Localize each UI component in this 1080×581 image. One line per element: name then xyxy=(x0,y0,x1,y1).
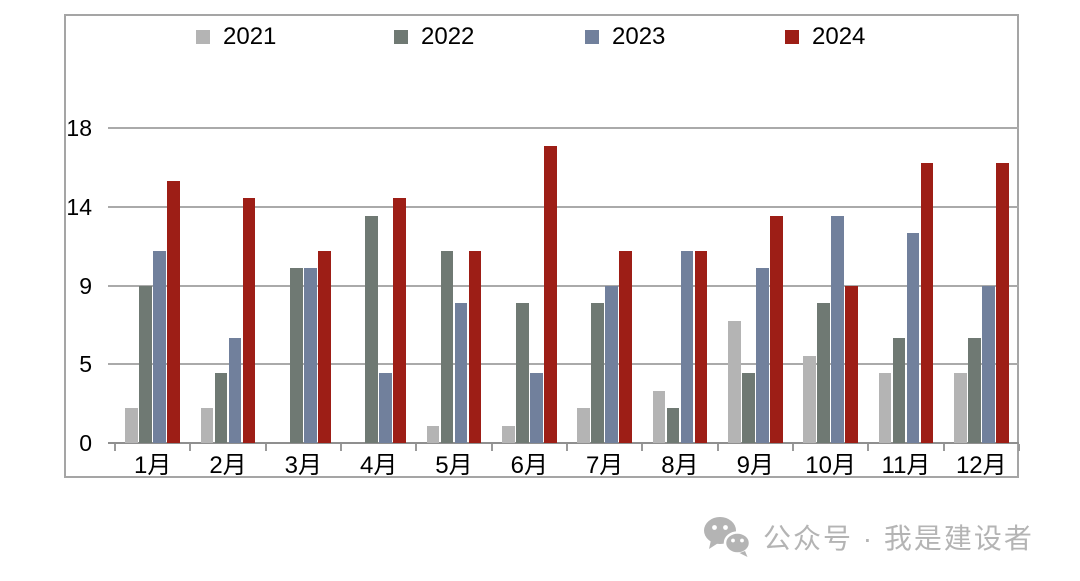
x-axis-label-5月: 5月 xyxy=(435,452,473,479)
bar-2024-7月 xyxy=(619,250,632,443)
bar-2022-10月 xyxy=(817,303,830,443)
legend-item-2021: 2021 xyxy=(196,23,276,51)
gridline-9 xyxy=(108,284,1019,287)
x-axis-tick xyxy=(264,444,267,451)
x-axis-tick xyxy=(490,444,493,451)
x-axis-label-2月: 2月 xyxy=(209,452,247,479)
bar-2024-4月 xyxy=(393,198,406,443)
bar-2024-12月 xyxy=(996,163,1009,443)
x-axis-tick xyxy=(415,444,418,451)
bar-2021-11月 xyxy=(878,373,892,443)
y-axis-label-5: 5 xyxy=(79,351,92,378)
bar-2022-3月 xyxy=(290,268,303,443)
bar-2023-12月 xyxy=(982,285,995,443)
bar-2024-2月 xyxy=(242,198,256,443)
bar-2024-10月 xyxy=(845,285,858,443)
x-axis-label-12月: 12月 xyxy=(955,452,1007,479)
x-axis-tick xyxy=(867,444,870,451)
gridline-14 xyxy=(108,205,1019,208)
bar-2022-1月 xyxy=(139,285,152,443)
x-axis-tick xyxy=(565,444,568,451)
bar-2023-5月 xyxy=(454,303,468,443)
bar-2023-6月 xyxy=(530,373,543,443)
legend-swatch-2024 xyxy=(785,30,799,44)
x-axis-label-10月: 10月 xyxy=(805,452,856,479)
bar-2023-8月 xyxy=(680,250,694,443)
legend-swatch-2022 xyxy=(394,30,408,44)
bar-2022-12月 xyxy=(968,338,981,443)
x-axis-label-6月: 6月 xyxy=(510,452,548,479)
bar-2024-8月 xyxy=(694,250,708,443)
x-axis-tick xyxy=(791,444,794,451)
x-axis-label-3月: 3月 xyxy=(284,452,322,479)
bar-2024-5月 xyxy=(468,250,482,443)
gridline-0 xyxy=(108,442,1019,444)
legend-swatch-2023 xyxy=(585,30,599,44)
wechat-watermark: 公众号 · 我是建设者 xyxy=(703,516,1034,558)
bar-2024-11月 xyxy=(920,163,934,443)
x-axis-tick xyxy=(641,444,644,451)
bar-2022-6月 xyxy=(516,303,529,443)
bar-2022-2月 xyxy=(214,373,228,443)
x-axis-tick xyxy=(1017,444,1020,451)
bar-2021-6月 xyxy=(502,425,515,443)
legend-label-2024: 2024 xyxy=(812,23,866,50)
x-axis-label-8月: 8月 xyxy=(661,452,699,479)
legend-label-2021: 2021 xyxy=(223,23,277,50)
bar-2024-3月 xyxy=(318,250,331,443)
legend-swatch-2021 xyxy=(196,30,210,44)
x-axis-tick xyxy=(339,444,342,451)
bar-2024-1月 xyxy=(167,180,180,443)
x-axis-label-7月: 7月 xyxy=(585,452,624,479)
y-axis-label-9: 9 xyxy=(79,272,92,299)
legend-item-2023: 2023 xyxy=(585,23,665,51)
bar-2023-4月 xyxy=(379,373,392,443)
bar-2021-2月 xyxy=(200,408,214,443)
x-axis-tick xyxy=(189,444,192,451)
bar-2023-9月 xyxy=(756,268,769,443)
bar-2022-5月 xyxy=(440,250,454,443)
bar-2022-4月 xyxy=(365,215,378,443)
bar-2022-9月 xyxy=(742,373,755,443)
legend-label-2023: 2023 xyxy=(612,23,666,50)
x-axis-label-4月: 4月 xyxy=(359,452,398,479)
bar-2024-9月 xyxy=(770,215,783,443)
bar-2023-3月 xyxy=(304,268,317,443)
x-axis-label-9月: 9月 xyxy=(736,452,774,479)
bar-2021-9月 xyxy=(728,320,741,443)
y-axis-label-0: 0 xyxy=(79,430,92,456)
x-axis-tick xyxy=(716,444,719,451)
bar-2021-1月 xyxy=(125,408,138,443)
bar-2023-7月 xyxy=(605,285,618,443)
y-axis-label-18: 18 xyxy=(66,115,92,141)
bar-2021-10月 xyxy=(803,355,816,443)
gridline-5 xyxy=(108,363,1019,366)
bar-2022-7月 xyxy=(591,303,604,443)
legend-item-2024: 2024 xyxy=(785,23,865,51)
bar-2023-2月 xyxy=(228,338,242,443)
x-axis-tick xyxy=(114,444,116,451)
bar-chart: 2021 2022 2023 2024 0 5 9 14 18 1月 2月 3月 4月 5月 6月 7月 8月… xyxy=(64,14,1020,479)
bar-2021-5月 xyxy=(426,425,440,443)
gridline-18 xyxy=(108,127,1019,129)
legend-label-2022: 2022 xyxy=(421,23,475,50)
bar-2023-11月 xyxy=(906,233,920,443)
wechat-icon xyxy=(704,517,751,557)
bar-2022-11月 xyxy=(892,338,906,443)
bar-2023-10月 xyxy=(831,215,844,443)
bar-2021-7月 xyxy=(577,408,590,443)
wechat-watermark-label: 公众号 · 我是建设者 xyxy=(763,523,1034,554)
bar-2021-8月 xyxy=(652,390,666,443)
bar-2022-8月 xyxy=(666,408,680,443)
x-axis-tick xyxy=(942,444,945,451)
bar-2023-1月 xyxy=(153,250,166,443)
x-axis-label-11月: 11月 xyxy=(881,452,931,479)
bar-2024-6月 xyxy=(544,145,557,443)
y-axis-label-14: 14 xyxy=(66,193,92,220)
legend-item-2022: 2022 xyxy=(394,23,474,51)
bar-2021-12月 xyxy=(954,373,967,443)
x-axis-label-1月: 1月 xyxy=(133,452,172,479)
